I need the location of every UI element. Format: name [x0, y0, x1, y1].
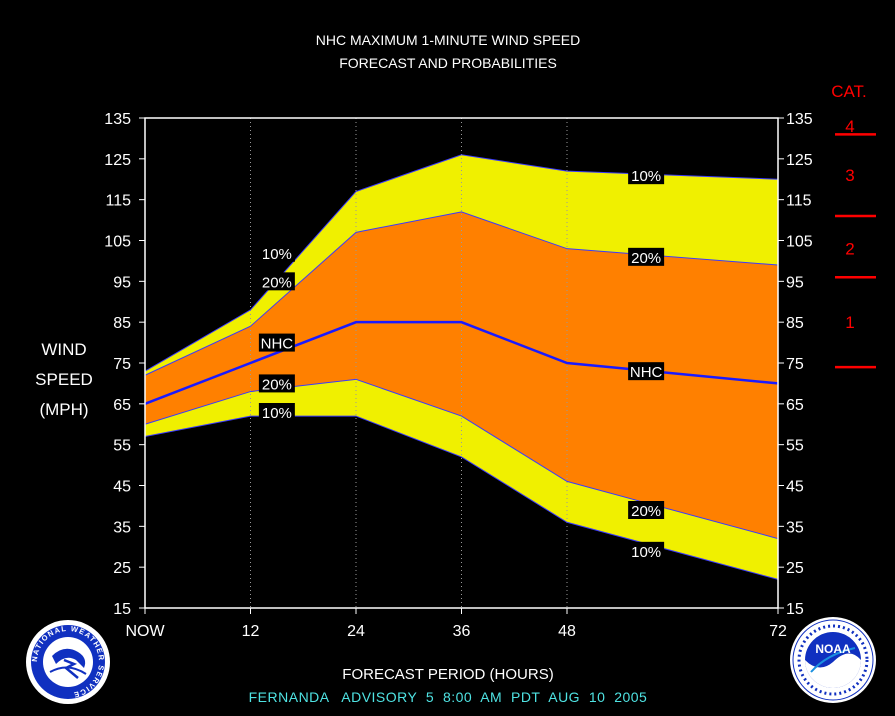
- noaa-logo-text: NOAA: [815, 642, 851, 656]
- curve-label-box-6: [628, 247, 665, 266]
- y-tick-label-right-35: 35: [786, 519, 804, 536]
- y-tick-label-left-15: 15: [113, 601, 131, 618]
- x-tick-label-72: 72: [769, 623, 787, 640]
- y-axis-label-line-2: SPEED: [35, 370, 93, 389]
- curve-label-box-8: [628, 501, 665, 519]
- x-tick-label-24: 24: [347, 623, 365, 640]
- chart-title: NHC MAXIMUM 1-MINUTE WIND SPEED: [316, 32, 580, 48]
- curve-label-5: 10%: [631, 168, 661, 185]
- y-tick-label-right-65: 65: [786, 397, 804, 414]
- category-label-2: 2: [845, 240, 854, 259]
- curve-label-6: 20%: [631, 250, 661, 267]
- y-tick-label-right-75: 75: [786, 356, 804, 373]
- series-line-lower20: [144, 378, 779, 540]
- y-tick-label-left-85: 85: [113, 315, 131, 332]
- y-tick-label-left-105: 105: [104, 234, 131, 251]
- y-tick-label-right-95: 95: [786, 274, 804, 291]
- series-line-lower10: [144, 415, 779, 580]
- series-line-nhc: [144, 320, 779, 405]
- curve-label-4: 10%: [262, 405, 292, 422]
- y-axis-label-line-3: (MPH): [39, 400, 88, 419]
- x-tick-label-12: 12: [242, 623, 260, 640]
- nws-logo: NATIONAL WEATHER SERVICE: [26, 620, 110, 704]
- y-tick-label-right-55: 55: [786, 438, 804, 455]
- category-label-1: 1: [845, 313, 854, 332]
- y-tick-label-left-125: 125: [104, 152, 131, 169]
- curve-label-box-1: [258, 272, 295, 291]
- x-axis-label: FORECAST PERIOD (HOURS): [342, 666, 553, 683]
- y-tick-label-right-135: 135: [786, 111, 813, 128]
- y-tick-label-right-15: 15: [786, 601, 804, 618]
- series-line-upper10: [144, 154, 779, 372]
- curve-label-box-9: [628, 541, 665, 560]
- category-heading: CAT.: [831, 82, 867, 101]
- y-axis-label-line-1: WIND: [41, 340, 86, 359]
- y-tick-label-right-25: 25: [786, 560, 804, 577]
- x-tick-label-36: 36: [453, 623, 471, 640]
- y-tick-label-left-135: 135: [104, 111, 131, 128]
- curve-label-box-5: [628, 166, 665, 185]
- curve-label-box-0: [258, 243, 295, 262]
- y-tick-label-left-55: 55: [113, 438, 131, 455]
- y-tick-label-left-95: 95: [113, 274, 131, 291]
- curve-label-3: 20%: [262, 376, 292, 393]
- category-label-3: 3: [845, 166, 854, 185]
- curve-label-7: NHC: [630, 364, 663, 381]
- x-tick-label-0: NOW: [125, 623, 165, 640]
- series-line-upper20: [144, 211, 779, 376]
- advisory-line: FERNANDA ADVISORY 5 8:00 AM PDT AUG 10 2…: [249, 689, 648, 705]
- chart-subtitle: FORECAST AND PROBABILITIES: [339, 55, 557, 71]
- noaa-logo: NOAA: [790, 617, 876, 703]
- curve-label-box-2: [258, 333, 295, 352]
- curve-label-0: 10%: [262, 246, 292, 263]
- band-20-percent: [145, 211, 778, 539]
- y-tick-label-left-65: 65: [113, 397, 131, 414]
- x-tick-label-48: 48: [558, 623, 576, 640]
- y-tick-label-right-45: 45: [786, 479, 804, 496]
- y-tick-label-right-85: 85: [786, 315, 804, 332]
- y-axis-label: WIND SPEED (MPH): [35, 340, 93, 419]
- y-tick-label-right-115: 115: [786, 193, 812, 210]
- curve-label-box-3: [258, 374, 295, 393]
- curve-label-box-4: [258, 403, 295, 421]
- curve-label-2: NHC: [261, 336, 294, 353]
- y-tick-label-left-25: 25: [113, 560, 131, 577]
- curve-label-8: 20%: [631, 503, 661, 520]
- curve-label-9: 10%: [631, 544, 661, 561]
- curve-label-1: 20%: [262, 274, 292, 291]
- category-scale: 1 2 3 4: [835, 117, 876, 369]
- y-tick-label-left-75: 75: [113, 356, 131, 373]
- plot-area: 15 15 25 25 35 35 45 45 55 55 65 65 75 75 85 85 95 95 105 1…: [104, 111, 813, 640]
- y-tick-label-left-45: 45: [113, 479, 131, 496]
- y-tick-label-left-35: 35: [113, 519, 131, 536]
- category-label-4: 4: [845, 117, 854, 136]
- y-tick-label-left-115: 115: [105, 193, 131, 210]
- y-tick-label-right-125: 125: [786, 152, 813, 169]
- curve-label-box-7: [628, 362, 665, 381]
- y-tick-label-right-105: 105: [786, 234, 813, 251]
